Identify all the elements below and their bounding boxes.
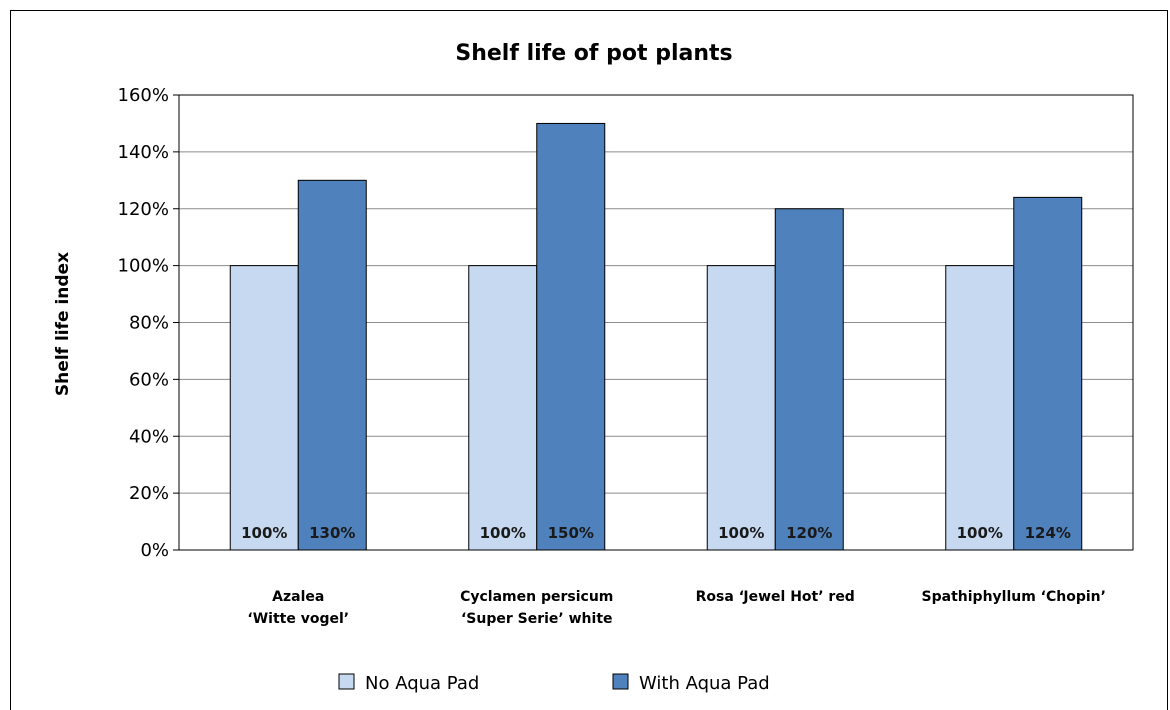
category-label: Spathiphyllum ‘Chopin’ <box>922 589 1106 605</box>
category-label: Cyclamen persicum <box>460 589 613 605</box>
bar <box>945 265 1015 551</box>
data-labels: 100% 130% 100% 150% 100% 120% 100% 124% <box>241 524 1071 542</box>
data-label: 100% <box>480 524 526 542</box>
y-tick-label: 80% <box>129 313 169 334</box>
bar <box>774 208 844 551</box>
legend: No Aqua Pad With Aqua Pad <box>338 673 770 694</box>
category-labels: Azalea ‘Witte vogel’ Cyclamen persicum ‘Sup… <box>247 589 1106 627</box>
data-label: 120% <box>786 524 832 542</box>
legend-swatch <box>338 673 355 690</box>
bar <box>536 122 606 551</box>
y-axis-label: Shelf life index <box>53 252 73 396</box>
category-label: Azalea <box>272 589 324 605</box>
category-label: ‘Super Serie’ white <box>461 611 613 627</box>
y-tick-label: 40% <box>129 426 169 447</box>
legend-label: With Aqua Pad <box>639 673 770 694</box>
bars <box>229 122 1083 551</box>
y-tick-label: 100% <box>118 256 169 277</box>
legend-swatch <box>612 673 629 690</box>
category-label: Rosa ‘Jewel Hot’ red <box>696 589 855 605</box>
legend-label: No Aqua Pad <box>365 673 479 694</box>
plot-area-border <box>178 94 1134 551</box>
y-tick-label: 160% <box>118 85 169 106</box>
bar <box>706 265 776 551</box>
data-label: 100% <box>718 524 764 542</box>
y-tick-labels: 0% 20% 40% 60% 80% 100% 120% 140% 160% <box>118 85 169 561</box>
y-tick-label: 20% <box>129 483 169 504</box>
y-tick-label: 140% <box>118 142 169 163</box>
data-label: 124% <box>1025 524 1071 542</box>
y-tick-label: 60% <box>129 369 169 390</box>
bar <box>297 179 367 551</box>
axes <box>178 94 1134 551</box>
chart-title: Shelf life of pot plants <box>455 41 732 66</box>
data-label: 130% <box>309 524 355 542</box>
data-label: 100% <box>957 524 1003 542</box>
data-label: 150% <box>548 524 594 542</box>
category-label: ‘Witte vogel’ <box>247 611 349 627</box>
bar <box>229 265 299 551</box>
data-label: 100% <box>241 524 287 542</box>
bar <box>468 265 538 551</box>
y-tick-label: 120% <box>118 199 169 220</box>
y-tick-label: 0% <box>140 540 169 561</box>
bar <box>1013 196 1083 551</box>
